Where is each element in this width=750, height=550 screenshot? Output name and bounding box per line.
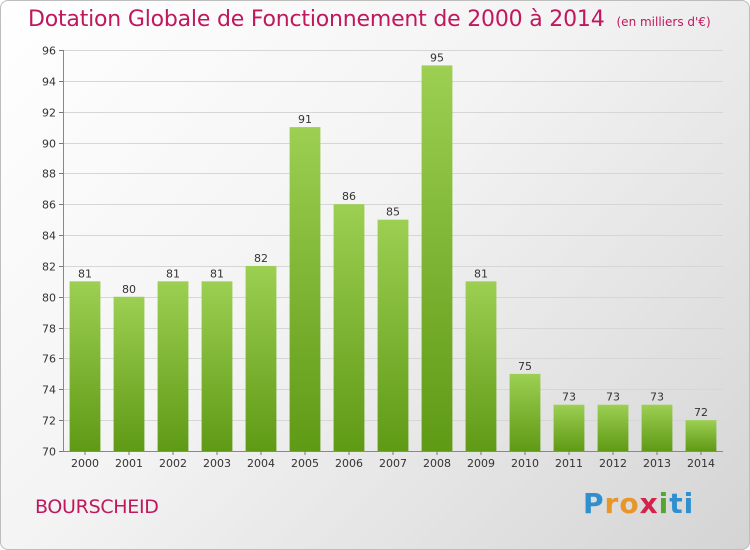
x-tick-label: 2012 <box>599 457 627 470</box>
data-label: 80 <box>122 283 136 296</box>
y-tick-label: 78 <box>42 323 56 336</box>
commune-name: BOURSCHEID <box>35 496 159 518</box>
bar <box>685 420 717 451</box>
bar <box>465 281 497 451</box>
x-tick-label: 2005 <box>291 457 319 470</box>
bars <box>69 65 717 451</box>
data-label: 85 <box>386 206 400 219</box>
logo-letter: r <box>604 487 620 520</box>
bar <box>245 265 277 451</box>
bar <box>289 127 321 451</box>
y-tick-label: 90 <box>42 138 56 151</box>
y-tick-label: 92 <box>42 107 56 120</box>
data-label: 73 <box>562 391 576 404</box>
y-tick-label: 82 <box>42 261 56 274</box>
x-tick-label: 2004 <box>247 457 275 470</box>
data-label: 81 <box>78 267 92 280</box>
x-tick-label: 2006 <box>335 457 363 470</box>
y-tick-label: 88 <box>42 168 56 181</box>
x-tick-label: 2003 <box>203 457 231 470</box>
x-tick-label: 2014 <box>687 457 715 470</box>
data-label: 73 <box>650 391 664 404</box>
bar <box>597 404 629 451</box>
y-tick-label: 74 <box>42 384 56 397</box>
y-tick-label: 94 <box>42 76 56 89</box>
logo-letter: o <box>619 487 640 520</box>
x-tick-label: 2010 <box>511 457 539 470</box>
chart-unit: (en milliers d'€) <box>616 15 711 29</box>
data-label: 73 <box>606 391 620 404</box>
y-tick-label: 76 <box>42 353 56 366</box>
y-tick-label: 84 <box>42 230 56 243</box>
x-tick-label: 2011 <box>555 457 583 470</box>
bar <box>377 219 409 451</box>
y-tick-label: 96 <box>42 45 56 58</box>
data-label: 81 <box>474 267 488 280</box>
chart-title-text: Dotation Globale de Fonctionnement de 20… <box>28 7 605 32</box>
x-tick-label: 2007 <box>379 457 407 470</box>
data-label: 72 <box>694 406 708 419</box>
bar <box>553 404 585 451</box>
bar <box>113 296 145 451</box>
x-tick-label: 2000 <box>71 457 99 470</box>
y-tick-label: 80 <box>42 292 56 305</box>
x-tick-label: 2013 <box>643 457 671 470</box>
x-tick-label: 2001 <box>115 457 143 470</box>
logo-letter: P <box>583 487 605 520</box>
logo-letter: i <box>658 487 670 520</box>
x-tick-label: 2009 <box>467 457 495 470</box>
data-label: 82 <box>254 252 268 265</box>
data-label: 95 <box>430 51 444 64</box>
y-tick-label: 72 <box>42 415 56 428</box>
bar <box>509 373 541 451</box>
axes: 70 72 74 76 78 80 82 84 86 88 90 92 94 96 2000 2001 2002… <box>42 45 723 470</box>
bar <box>201 281 233 451</box>
x-tick-label: 2008 <box>423 457 451 470</box>
data-label: 81 <box>166 267 180 280</box>
data-label: 81 <box>210 267 224 280</box>
data-label: 91 <box>298 113 312 126</box>
x-tick-label: 2002 <box>159 457 187 470</box>
bar <box>641 404 673 451</box>
proxiti-logo: Proxiti <box>583 487 694 520</box>
bar <box>157 281 189 451</box>
y-tick-label: 86 <box>42 199 56 212</box>
bar <box>421 65 453 451</box>
logo-letter: x <box>639 487 659 520</box>
logo-letter: ti <box>669 487 695 520</box>
y-tick-label: 70 <box>42 446 56 459</box>
bar <box>333 204 365 451</box>
data-labels: 81 80 81 81 82 91 86 85 95 81 75 73 73 73 72 <box>78 51 708 419</box>
data-label: 75 <box>518 360 532 373</box>
data-label: 86 <box>342 190 356 203</box>
chart-title: Dotation Globale de Fonctionnement de 20… <box>28 7 711 32</box>
bar <box>69 281 101 451</box>
